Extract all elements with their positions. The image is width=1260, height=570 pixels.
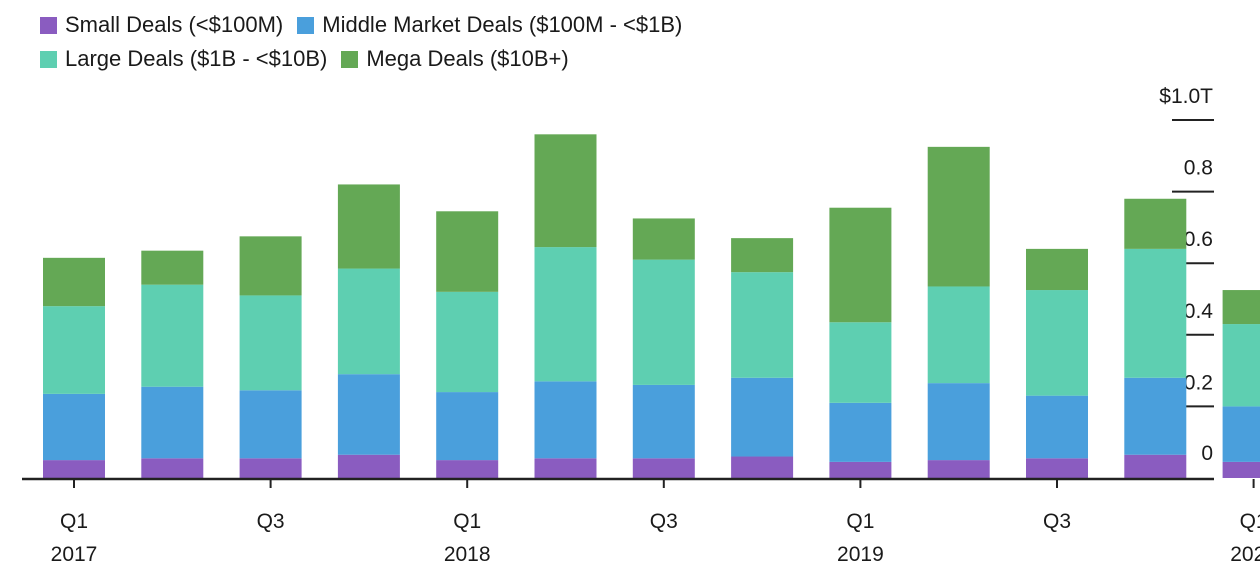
- legend-row-2: Large Deals ($1B - <$10B) Mega Deals ($1…: [40, 42, 696, 76]
- bar-large-deals-1b-10b-q4-2017: [337, 268, 400, 375]
- bar-large-deals-1b-10b-q2-2017: [141, 284, 204, 387]
- bar-middle-market-deals-100m-1b-q4-2017: [337, 374, 400, 455]
- bar-middle-market-deals-100m-1b-q1-2019: [829, 402, 892, 462]
- bar-small-deals-100m-q4-2017: [337, 454, 400, 478]
- bar-mega-deals-10b-q3-2018: [632, 218, 695, 260]
- x-tick-label-year: 2019: [837, 543, 884, 566]
- bar-middle-market-deals-100m-1b-q3-2018: [632, 384, 695, 459]
- bar-large-deals-1b-10b-q1-2019: [829, 322, 892, 403]
- legend-swatch-small-deals: [40, 16, 57, 34]
- legend-label-large-deals: Large Deals ($1B - <$10B): [65, 46, 328, 71]
- bar-small-deals-100m-q1-2020: [1222, 461, 1260, 478]
- legend-item-middle-market-deals: Middle Market Deals ($100M - <$1B): [297, 8, 682, 42]
- bar-mega-deals-10b-q1-2019: [829, 207, 892, 323]
- y-tick-label: 0.2: [1184, 371, 1213, 394]
- bar-mega-deals-10b-q1-2020: [1222, 290, 1260, 325]
- bar-mega-deals-10b-q3-2017: [239, 236, 302, 296]
- bar-large-deals-1b-10b-q2-2019: [927, 286, 990, 384]
- x-tick-label-year: 2020: [1230, 543, 1260, 566]
- x-tick-label-quarter: Q3: [650, 510, 678, 533]
- bar-mega-deals-10b-q1-2017: [43, 257, 105, 307]
- bar-middle-market-deals-100m-1b-q2-2019: [927, 383, 990, 461]
- y-tick-label: 0.6: [1184, 228, 1213, 251]
- legend-item-small-deals: Small Deals (<$100M): [40, 8, 283, 42]
- bar-small-deals-100m-q2-2019: [927, 460, 990, 478]
- bar-large-deals-1b-10b-q1-2017: [43, 306, 105, 394]
- bar-large-deals-1b-10b-q2-2018: [534, 247, 597, 382]
- bar-middle-market-deals-100m-1b-q4-2018: [731, 377, 794, 457]
- legend-swatch-large-deals: [40, 50, 57, 68]
- legend-swatch-mega-deals: [341, 50, 359, 68]
- bar-middle-market-deals-100m-1b-q2-2017: [141, 386, 204, 459]
- bar-mega-deals-10b-q2-2018: [534, 134, 597, 248]
- bar-small-deals-100m-q2-2018: [534, 458, 597, 478]
- legend-label-small-deals: Small Deals (<$100M): [65, 12, 284, 37]
- bar-large-deals-1b-10b-q1-2018: [436, 291, 499, 393]
- bar-mega-deals-10b-q3-2019: [1026, 248, 1088, 291]
- bar-middle-market-deals-100m-1b-q2-2018: [534, 381, 597, 459]
- bar-middle-market-deals-100m-1b-q1-2018: [436, 392, 499, 461]
- x-tick-label-year: 2017: [51, 543, 98, 566]
- bar-mega-deals-10b-q1-2018: [436, 211, 499, 292]
- bar-middle-market-deals-100m-1b-q1-2017: [43, 393, 105, 461]
- bar-large-deals-1b-10b-q4-2018: [731, 272, 794, 378]
- bar-small-deals-100m-q3-2017: [239, 458, 302, 478]
- bar-mega-deals-10b-q4-2018: [731, 238, 794, 273]
- bar-middle-market-deals-100m-1b-q3-2017: [239, 390, 302, 459]
- x-tick-label-quarter: Q1: [1240, 510, 1260, 533]
- x-tick-label-quarter: Q3: [257, 510, 285, 533]
- bar-small-deals-100m-q1-2017: [43, 460, 105, 478]
- bar-middle-market-deals-100m-1b-q1-2020: [1222, 406, 1260, 462]
- legend-item-mega-deals: Mega Deals ($10B+): [341, 42, 569, 76]
- bar-small-deals-100m-q1-2019: [829, 461, 892, 478]
- y-tick-label: $1.0T: [1159, 85, 1213, 108]
- bar-mega-deals-10b-q4-2017: [337, 184, 400, 269]
- x-tick-label-quarter: Q3: [1043, 510, 1071, 533]
- bar-small-deals-100m-q4-2018: [731, 456, 794, 478]
- bar-large-deals-1b-10b-q3-2018: [632, 259, 695, 385]
- bar-mega-deals-10b-q2-2019: [927, 146, 990, 287]
- bar-small-deals-100m-q3-2019: [1026, 458, 1088, 478]
- x-tick-label-quarter: Q1: [60, 510, 88, 533]
- bar-mega-deals-10b-q2-2017: [141, 250, 204, 285]
- y-tick-label: 0.4: [1184, 300, 1214, 323]
- legend: Small Deals (<$100M) Middle Market Deals…: [40, 8, 696, 76]
- legend-swatch-middle-market-deals: [297, 16, 315, 34]
- legend-label-mega-deals: Mega Deals ($10B+): [366, 46, 569, 71]
- x-tick-label-quarter: Q1: [453, 510, 481, 533]
- legend-label-middle-market-deals: Middle Market Deals ($100M - <$1B): [322, 12, 683, 37]
- bar-small-deals-100m-q2-2017: [141, 458, 204, 478]
- bar-large-deals-1b-10b-q1-2020: [1222, 324, 1260, 407]
- bar-large-deals-1b-10b-q4-2019: [1124, 248, 1187, 378]
- bar-middle-market-deals-100m-1b-q4-2019: [1124, 377, 1187, 455]
- bar-small-deals-100m-q4-2019: [1124, 454, 1187, 478]
- x-tick-label-year: 2018: [444, 543, 491, 566]
- bar-small-deals-100m-q1-2018: [436, 460, 499, 478]
- legend-row-1: Small Deals (<$100M) Middle Market Deals…: [40, 8, 696, 42]
- y-tick-label: 0.8: [1184, 157, 1213, 180]
- y-tick-label: 0: [1201, 442, 1213, 465]
- bar-middle-market-deals-100m-1b-q3-2019: [1026, 395, 1088, 459]
- x-tick-label-quarter: Q1: [846, 510, 874, 533]
- bar-mega-deals-10b-q4-2019: [1124, 198, 1187, 249]
- legend-item-large-deals: Large Deals ($1B - <$10B): [40, 42, 327, 76]
- bar-small-deals-100m-q3-2018: [632, 458, 695, 478]
- bar-large-deals-1b-10b-q3-2019: [1026, 290, 1088, 396]
- bar-large-deals-1b-10b-q3-2017: [239, 295, 302, 391]
